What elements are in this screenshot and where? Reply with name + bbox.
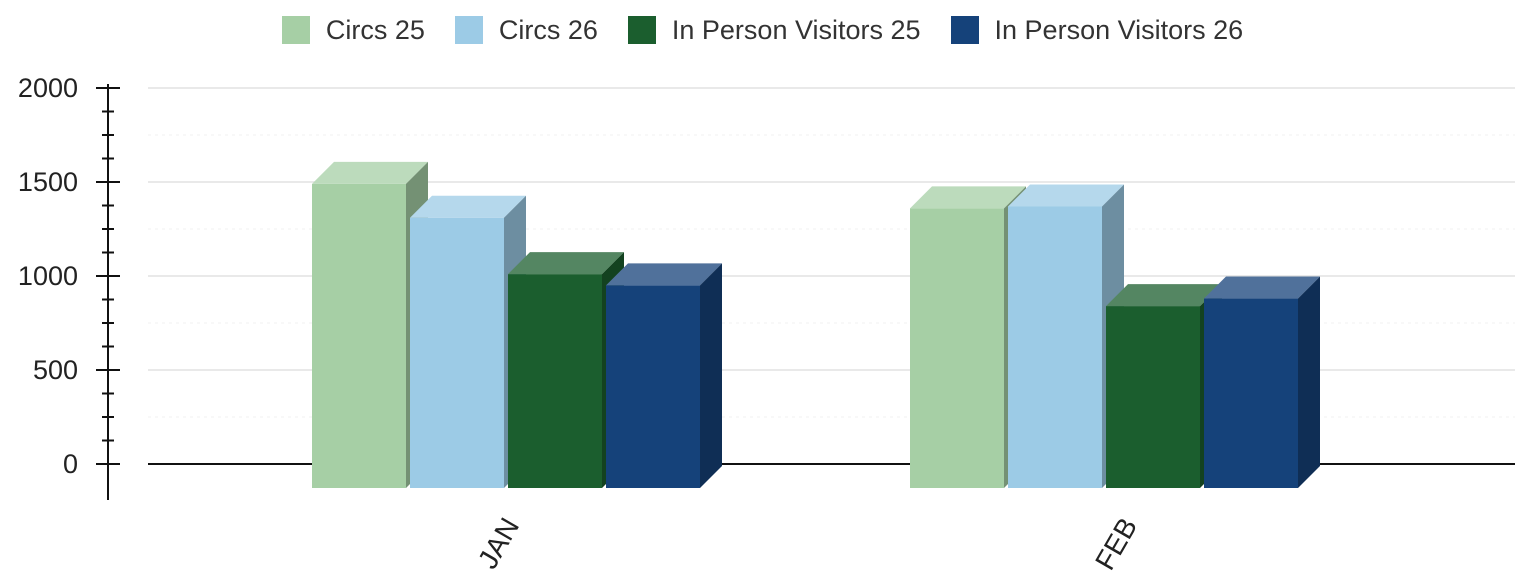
bar-front <box>410 217 504 488</box>
legend-swatch <box>950 16 979 44</box>
legend-swatch <box>454 16 483 44</box>
legend: Circs 25 Circs 26 In Person Visitors 25 … <box>0 10 1525 50</box>
x-category-label: FEB <box>1089 513 1143 571</box>
bar-front <box>312 183 406 488</box>
legend-item-circs-26[interactable]: Circs 26 <box>454 14 598 46</box>
bar-front <box>508 274 602 488</box>
bar-front <box>1008 206 1102 488</box>
bar-top <box>1204 276 1320 299</box>
y-tick-label: 0 <box>63 449 78 479</box>
bar-top <box>1106 284 1222 307</box>
legend-swatch <box>281 16 310 44</box>
bar-top <box>312 161 428 184</box>
legend-swatch <box>627 16 656 44</box>
y-tick-label: 2000 <box>18 73 78 103</box>
bar-top <box>508 252 624 275</box>
legend-label: In Person Visitors 25 <box>671 14 921 45</box>
y-tick-label: 500 <box>33 355 78 385</box>
legend-label: Circs 26 <box>498 14 598 45</box>
bar-side <box>1298 276 1320 488</box>
legend-label: In Person Visitors 26 <box>994 14 1244 45</box>
x-category-label: JAN <box>472 513 525 571</box>
bar-front <box>1204 298 1298 488</box>
y-tick-label: 1000 <box>18 261 78 291</box>
legend-item-circs-25[interactable]: Circs 25 <box>281 14 425 46</box>
bar-front <box>606 285 700 488</box>
bar-side <box>700 263 722 488</box>
bar-top <box>606 263 722 286</box>
bar-top <box>910 186 1026 209</box>
legend-item-in-person-visitors-25[interactable]: In Person Visitors 25 <box>627 14 921 46</box>
bar-front <box>1106 306 1200 488</box>
legend-label: Circs 25 <box>325 14 425 45</box>
legend-item-in-person-visitors-26[interactable]: In Person Visitors 26 <box>950 14 1244 46</box>
bar-front <box>910 208 1004 488</box>
y-tick-label: 1500 <box>18 167 78 197</box>
bar-top <box>1008 184 1124 207</box>
bar-top <box>410 195 526 218</box>
